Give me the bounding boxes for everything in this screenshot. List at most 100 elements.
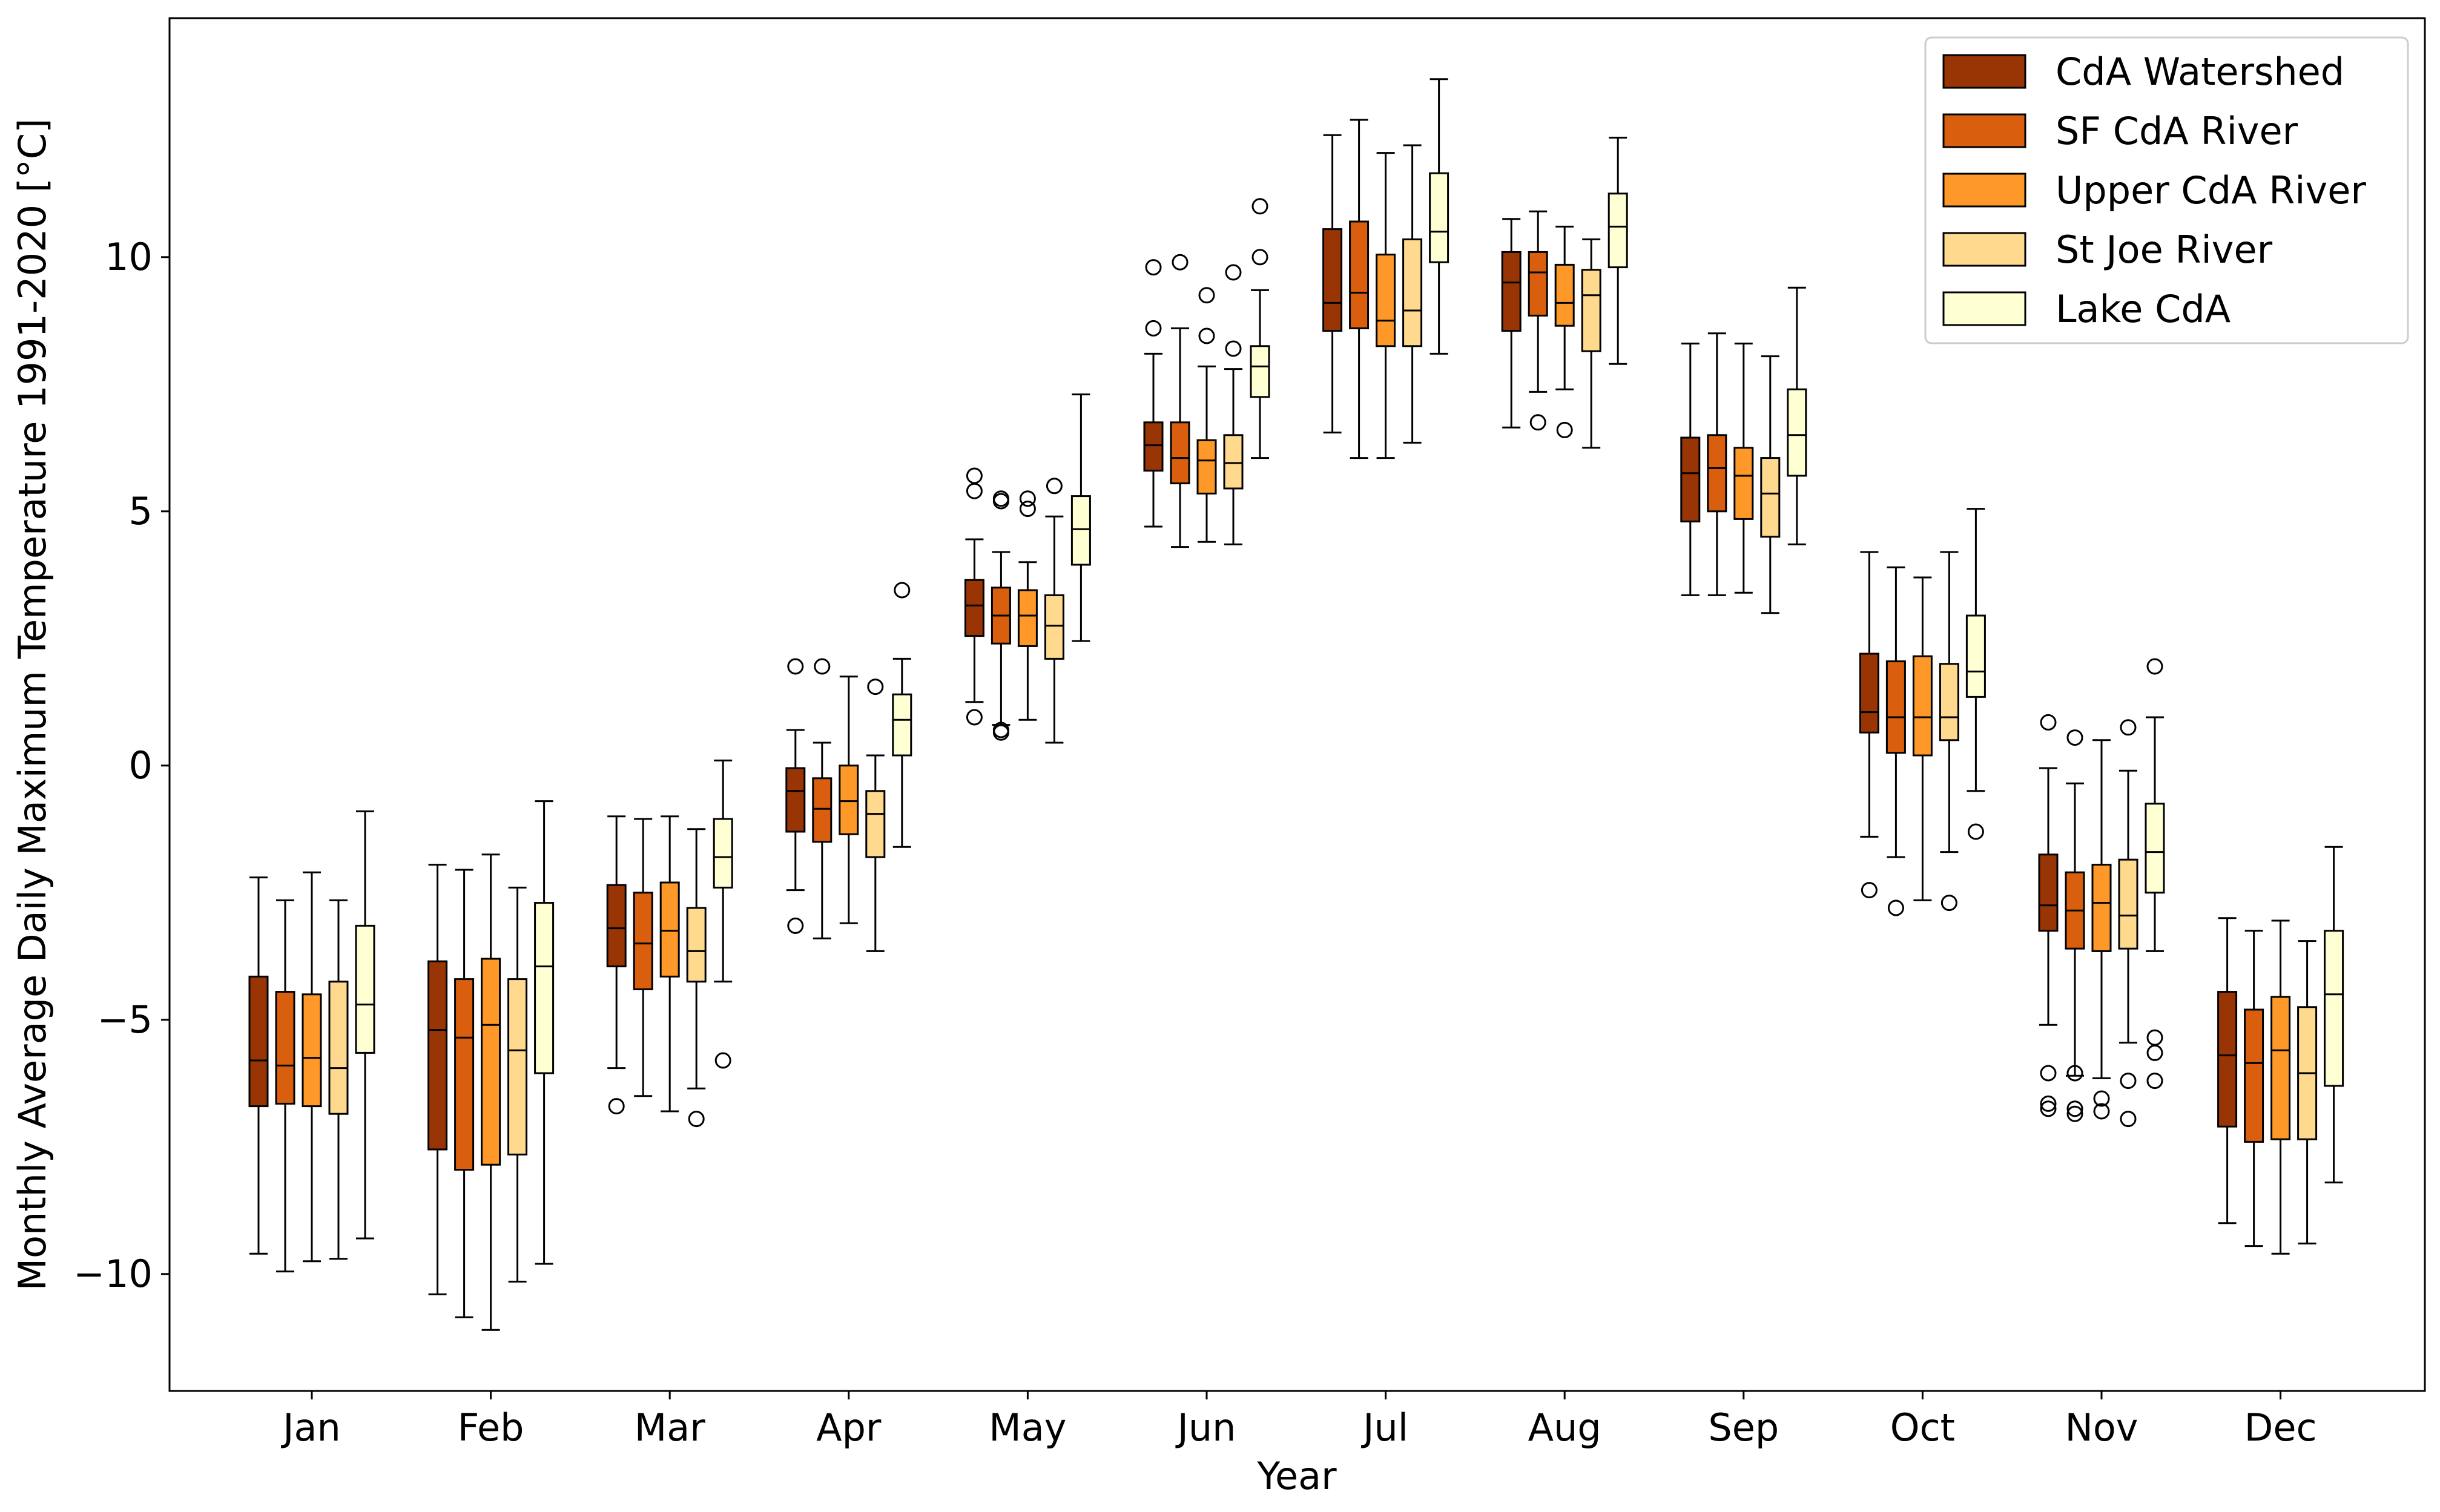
box-iqr [2118, 858, 2138, 950]
box-jul-2 [1376, 152, 1396, 459]
box-iqr [1250, 345, 1270, 398]
outlier-point [1019, 490, 1036, 507]
legend-label: St Joe River [2056, 228, 2273, 272]
box-iqr [785, 767, 806, 833]
box-mar-1 [633, 818, 653, 1097]
outlier-point [2120, 1073, 2137, 1090]
box-sep-4 [1787, 286, 1807, 545]
box-may-2 [1017, 490, 1038, 721]
outlier-point [2146, 1044, 2163, 1061]
outlier-point [2040, 714, 2057, 731]
outlier-point [992, 721, 1009, 738]
box-jan-0 [248, 876, 269, 1255]
outlier-point [966, 467, 983, 484]
x-tick-label: Nov [2065, 1405, 2138, 1450]
box-iqr [1787, 388, 1807, 477]
legend-label: SF CdA River [2056, 109, 2298, 153]
outlier-point [787, 917, 804, 934]
box-aug-1 [1528, 210, 1548, 431]
box-apr-4 [892, 582, 912, 848]
box-iqr [481, 958, 501, 1166]
box-iqr [1528, 251, 1548, 317]
x-tick-label: Mar [635, 1405, 705, 1450]
outlier-point [1198, 327, 1215, 344]
box-feb-0 [427, 864, 448, 1295]
x-tick-label: Jan [280, 1405, 341, 1450]
outlier-point [2066, 1100, 2083, 1117]
box-iqr [355, 924, 375, 1054]
outlier-point [1887, 899, 1904, 916]
legend: CdA Watershed SF CdA River Upper CdA River… [1924, 36, 2409, 344]
box-jan-2 [302, 871, 322, 1263]
outlier-point [992, 493, 1009, 510]
box-iqr [1070, 495, 1091, 566]
box-iqr [865, 790, 886, 858]
box-feb-4 [534, 800, 555, 1265]
box-iqr [1349, 220, 1370, 329]
outlier-point [2146, 658, 2163, 675]
box-iqr [1501, 251, 1522, 332]
legend-swatch [1942, 54, 2026, 89]
box-jul-3 [1402, 144, 1423, 444]
outlier-point [608, 1098, 625, 1115]
outlier-point [814, 658, 831, 675]
box-sep-3 [1760, 355, 1781, 614]
plot-frame [168, 17, 2426, 1392]
box-iqr [659, 881, 680, 978]
x-tick-label: Sep [1708, 1405, 1779, 1450]
outlier-point [1861, 882, 1878, 899]
box-iqr [1196, 439, 1217, 495]
box-apr-1 [812, 658, 833, 939]
legend-label: Lake CdA [2056, 287, 2231, 331]
box-nov-2 [2091, 739, 2112, 1120]
y-tick-label: −5 [97, 998, 153, 1042]
legend-swatch [1942, 291, 2026, 326]
box-dec-2 [2270, 919, 2291, 1255]
box-aug-3 [1581, 238, 1601, 449]
box-iqr [248, 975, 269, 1108]
x-tick-label: Jun [1175, 1405, 1236, 1450]
box-iqr [2270, 996, 2291, 1140]
outlier-point [867, 679, 884, 695]
box-dec-3 [2297, 940, 2318, 1244]
box-iqr [892, 693, 912, 757]
box-may-4 [1070, 393, 1091, 642]
box-nov-4 [2145, 658, 2165, 1090]
box-iqr [1429, 172, 1449, 263]
box-oct-3 [1939, 551, 1959, 912]
box-oct-2 [1912, 576, 1933, 901]
outlier-point [1145, 259, 1162, 276]
box-may-3 [1044, 478, 1064, 744]
legend-label: Upper CdA River [2056, 168, 2366, 212]
box-mar-2 [659, 815, 680, 1113]
box-jun-4 [1250, 198, 1270, 459]
x-tick-label: Aug [1528, 1405, 1601, 1450]
box-iqr [1376, 254, 1396, 347]
box-jun-3 [1223, 264, 1244, 545]
box-aug-2 [1554, 225, 1575, 438]
legend-swatch [1942, 232, 2026, 267]
outlier-point [1145, 320, 1162, 337]
box-iqr [1322, 228, 1343, 332]
box-iqr [1965, 614, 1986, 698]
outlier-point [2066, 1105, 2083, 1122]
box-iqr [1885, 660, 1906, 754]
box-iqr [1733, 447, 1754, 520]
box-feb-2 [481, 853, 501, 1331]
outlier-point [1251, 198, 1268, 215]
outlier-point [2093, 1090, 2110, 1107]
box-iqr [2091, 864, 2112, 952]
outlier-point [966, 709, 983, 726]
axes-layer: −10 −5 0 5 10 Jan Feb Mar Apr May Jun Jul Aug Sep Oct N… [73, 235, 2316, 1450]
y-tick-label: −10 [73, 1252, 153, 1296]
box-iqr [302, 993, 322, 1108]
legend-swatch [1942, 173, 2026, 208]
box-jan-1 [275, 899, 295, 1273]
box-dec-0 [2217, 917, 2238, 1224]
box-dec-1 [2244, 930, 2264, 1247]
y-tick-label: 5 [129, 489, 153, 533]
box-nov-0 [2038, 714, 2059, 1117]
box-dec-4 [2324, 846, 2344, 1184]
box-jan-3 [328, 899, 349, 1260]
y-tick-label: 0 [129, 743, 153, 787]
